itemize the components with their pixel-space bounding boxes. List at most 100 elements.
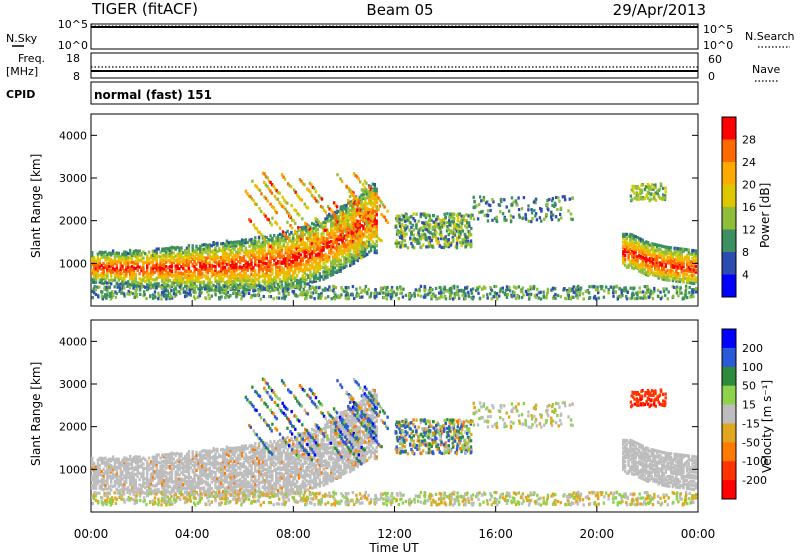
power-echo-cell [170, 269, 174, 273]
power-echo-cell [235, 282, 238, 286]
power-echo-cell [180, 277, 183, 281]
power-echo-cell [457, 229, 460, 233]
power-echo-cell [689, 295, 692, 299]
power-echo-cell [448, 219, 451, 223]
power-echo-cell [176, 281, 179, 285]
power-echo-cell [176, 267, 179, 271]
power-echo-cell [229, 244, 232, 248]
power-echo-cell [409, 295, 412, 299]
power-echo-cell [125, 274, 128, 278]
power-echo-cell [324, 217, 327, 221]
power-echo-cell [91, 259, 94, 263]
power-echo-cell [694, 251, 698, 255]
power-echo-cell [537, 291, 540, 295]
power-echo-cell [339, 258, 342, 262]
power-echo-cell [668, 261, 671, 265]
power-echo-cell [568, 287, 571, 291]
power-echo-cell [333, 297, 337, 301]
power-echo-cell [106, 261, 109, 265]
power-echo-cell [654, 186, 657, 190]
power-echo-cell [375, 239, 378, 243]
power-echo-cell [159, 255, 162, 259]
power-echo-cell [364, 203, 367, 207]
power-echo-cell [662, 289, 666, 293]
power-echo-cell [350, 245, 354, 250]
power-echo-cell [347, 254, 350, 258]
power-echo-cell [244, 275, 247, 280]
power-echo-cell [91, 271, 94, 275]
power-echo-cell [335, 263, 339, 267]
power-echo-cell [685, 255, 689, 260]
power-echo-cell [189, 285, 193, 289]
power-echo-cell [627, 248, 630, 252]
power-echo-cell [269, 273, 272, 277]
power-echo-cell [197, 258, 200, 262]
power-echo-cell [638, 256, 641, 260]
power-echo-cell [678, 256, 682, 261]
power-echo-cell [650, 270, 653, 275]
power-echo-cell [452, 217, 455, 221]
power-echo-cell [335, 248, 339, 252]
power-echo-cell [568, 289, 571, 293]
power-echo-cell [635, 296, 639, 301]
power-echo-cell [240, 238, 244, 242]
power-echo-cell [346, 218, 349, 222]
power-echo-cell [288, 184, 291, 188]
power-echo-cell [212, 259, 215, 263]
power-echo-cell [473, 206, 476, 210]
power-echo-cell [140, 257, 143, 261]
power-echo-cell [269, 220, 272, 225]
power-echo-cell [231, 257, 234, 261]
power-echo-cell [314, 223, 318, 227]
power-echo-cell [311, 237, 314, 242]
power-echo-cell [362, 183, 365, 187]
power-echo-cell [130, 274, 134, 278]
power-echo-cell [419, 294, 423, 298]
power-echo-cell [520, 207, 524, 211]
power-echo-cell [402, 287, 405, 291]
power-echo-cell [277, 191, 280, 195]
power-echo-cell [259, 259, 263, 264]
power-echo-cell [153, 266, 156, 270]
power-echo-cell [465, 213, 468, 217]
power-echo-cell [309, 268, 312, 272]
power-echo-cell [668, 249, 671, 253]
power-echo-cell [375, 251, 378, 255]
power-echo-cell [326, 256, 329, 260]
power-echo-cell [161, 280, 164, 284]
power-echo-cell [221, 272, 225, 276]
power-echo-cell [367, 233, 371, 237]
power-echo-cell [588, 296, 592, 300]
power-echo-cell [284, 248, 287, 252]
power-echo-cell [136, 262, 139, 266]
power-echo-cell [273, 250, 276, 254]
power-echo-cell [634, 258, 637, 262]
power-echo-cell [371, 245, 375, 249]
power-echo-cell [340, 211, 343, 215]
power-echo-cell [639, 251, 643, 255]
power-echo-cell [131, 292, 135, 296]
power-echo-cell [354, 237, 358, 241]
power-echo-cell [661, 277, 664, 281]
power-echo-cell [445, 244, 448, 248]
power-echo-cell [351, 224, 354, 229]
power-echo-cell [424, 295, 427, 299]
power-echo-cell [631, 292, 634, 296]
power-echo-cell [100, 267, 103, 271]
power-echo-cell [206, 268, 210, 273]
power-echo-cell [685, 263, 689, 267]
power-echo-cell [650, 269, 653, 273]
power-echo-cell [467, 290, 470, 294]
power-echo-cell [421, 229, 425, 233]
power-echo-cell [428, 217, 432, 221]
power-echo-cell [691, 268, 694, 272]
power-echo-cell [317, 194, 321, 198]
power-echo-cell [351, 192, 354, 196]
power-echo-cell [636, 293, 639, 297]
power-echo-cell [661, 250, 664, 254]
power-echo-cell [165, 268, 168, 273]
power-echo-cell [163, 247, 166, 251]
power-echo-cell [622, 259, 625, 263]
power-echo-cell [466, 236, 469, 240]
power-echo-cell [229, 281, 232, 285]
